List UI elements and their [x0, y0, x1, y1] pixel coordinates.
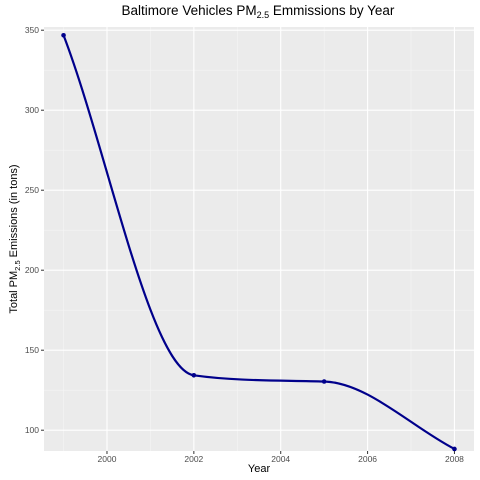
x-axis-title: Year: [248, 463, 271, 475]
data-point: [191, 373, 197, 378]
x-tick-label: 2000: [98, 454, 117, 464]
y-tick-label: 100: [25, 425, 39, 435]
data-point: [452, 446, 457, 452]
data-point: [61, 32, 66, 38]
y-axis-ticks: 100 150 200 250 300 350: [25, 25, 44, 435]
x-tick-label: 2006: [358, 454, 377, 464]
series-layer: [61, 32, 457, 452]
y-tick-label: 250: [25, 185, 39, 195]
chart-title-rest: Emmissions by Year: [269, 3, 395, 18]
chart-title-main: Baltimore Vehicles PM: [122, 3, 257, 18]
plot-panel: [44, 27, 474, 451]
y-axis-title: Total PM2.5 Emissions (in tons): [8, 164, 22, 313]
y-axis-title-rest: Emissions (in tons): [8, 164, 20, 260]
x-tick-label: 2002: [184, 454, 203, 464]
y-tick-label: 350: [25, 25, 39, 35]
data-point: [321, 379, 327, 384]
series-line-0: [62, 34, 456, 451]
y-tick-label: 150: [25, 345, 39, 355]
y-tick-label: 300: [25, 105, 39, 115]
y-axis-title-main: Total PM: [8, 271, 20, 314]
x-tick-label: 2004: [271, 454, 290, 464]
x-tick-label: 2008: [445, 454, 464, 464]
y-tick-label: 200: [25, 265, 39, 275]
chart-title: Baltimore Vehicles PM2.5 Emmissions by Y…: [122, 3, 395, 20]
minor-gridlines: [44, 27, 474, 451]
chart-title-subscript: 2.5: [257, 10, 270, 20]
x-axis-ticks: 2000 2002 2004 2006 2008: [98, 451, 464, 464]
y-axis-title-subscript: 2.5: [13, 260, 22, 270]
